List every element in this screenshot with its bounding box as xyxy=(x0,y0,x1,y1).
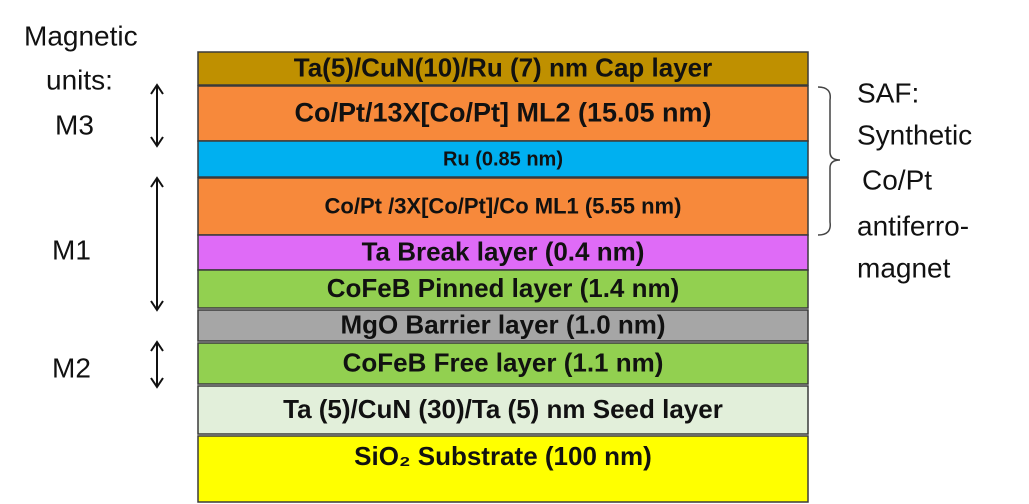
saf-label: Synthetic xyxy=(857,119,972,150)
layer xyxy=(197,309,809,342)
unit-label: M3 xyxy=(55,109,94,140)
saf-label: magnet xyxy=(857,252,951,283)
layer-label: Ta(5)/CuN(10)/Ru (7) nm Cap layer xyxy=(294,52,712,82)
unit-label: M2 xyxy=(52,352,91,383)
layer xyxy=(197,269,809,309)
saf-label: antiferro- xyxy=(857,210,969,241)
layer-label: CoFeB Free layer (1.1 nm) xyxy=(343,347,664,377)
layer-label: Co/Pt /3X[Co/Pt]/Co ML1 (5.55 nm) xyxy=(325,193,682,218)
layer xyxy=(197,435,809,503)
saf-label: Co/Pt xyxy=(862,164,932,195)
layer xyxy=(197,51,809,86)
layer-label: SiO₂ Substrate (100 nm) xyxy=(354,441,652,471)
units-label: Magnetic xyxy=(24,20,138,51)
layer-label: Ru (0.85 nm) xyxy=(443,148,563,170)
layer xyxy=(197,342,809,385)
layer-label: Ta (5)/CuN (30)/Ta (5) nm Seed layer xyxy=(283,394,723,424)
layer-label: CoFeB Pinned layer (1.4 nm) xyxy=(327,273,680,303)
unit-label: M1 xyxy=(52,234,91,265)
layer-label: Ta Break layer (0.4 nm) xyxy=(362,236,645,266)
layer-label: MgO Barrier layer (1.0 nm) xyxy=(340,309,665,339)
layer xyxy=(197,140,809,178)
layer xyxy=(197,385,809,435)
layer xyxy=(197,85,809,142)
units-label: units: xyxy=(46,64,113,95)
layer xyxy=(197,177,809,236)
arrows xyxy=(150,83,841,389)
layer-label: Co/Pt/13X[Co/Pt] ML2 (15.05 nm) xyxy=(294,98,711,128)
saf-label: SAF: xyxy=(857,77,919,108)
